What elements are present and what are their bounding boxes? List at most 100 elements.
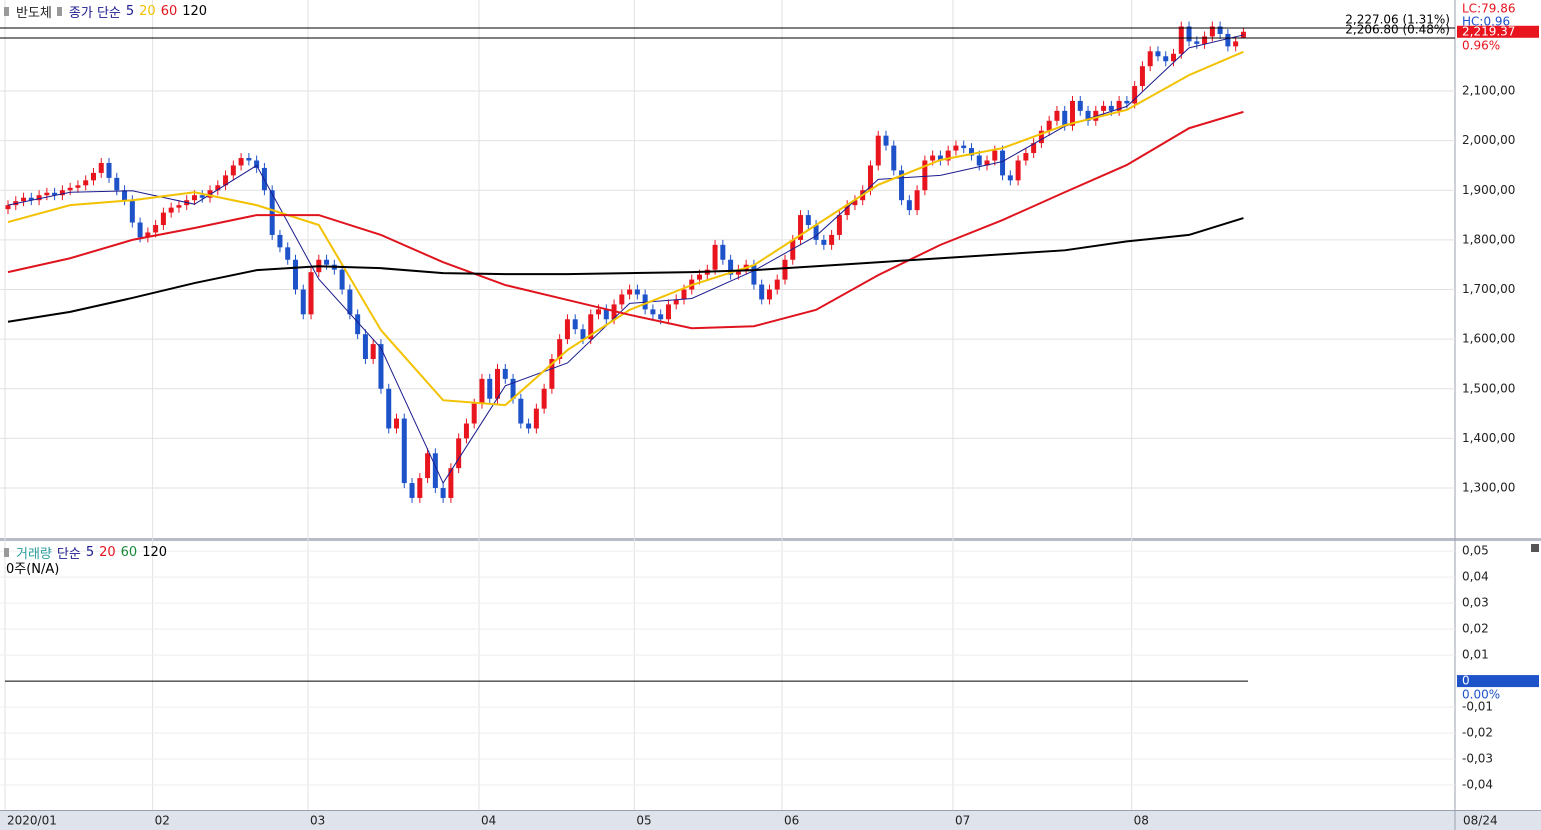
- pane-close-button[interactable]: [1531, 544, 1539, 552]
- current-date: 08/24: [1463, 814, 1498, 828]
- candle-body: [401, 418, 407, 484]
- candle-body: [191, 195, 197, 201]
- candle-body: [339, 269, 345, 290]
- candle-body: [1023, 153, 1029, 161]
- y-tick-label: 1,400,00: [1462, 431, 1515, 445]
- candle-body: [487, 378, 493, 399]
- candle-body: [114, 177, 120, 191]
- candle-body: [945, 150, 951, 161]
- candle-body: [1101, 105, 1107, 111]
- candle-body: [1202, 36, 1208, 44]
- candle-body: [899, 170, 905, 201]
- y-tick-label: 1,600,00: [1462, 332, 1515, 346]
- candle-body: [1046, 120, 1052, 131]
- candle-body: [98, 162, 104, 173]
- x-tick-label: 03: [310, 814, 325, 828]
- candle-body: [541, 388, 547, 409]
- y-tick-label: 0,05: [1462, 544, 1489, 558]
- candle-body: [254, 160, 260, 168]
- candle-body: [603, 309, 609, 320]
- candle-body: [1217, 26, 1223, 34]
- y-tick-label: 1,500,00: [1462, 381, 1515, 395]
- legend-entry: 60: [120, 545, 138, 560]
- volume-status: 0주(N/A): [6, 562, 60, 577]
- candle-body: [67, 187, 73, 191]
- candle-body: [1031, 143, 1037, 154]
- y-tick-label: 0,04: [1462, 570, 1489, 584]
- candle-body: [230, 165, 236, 176]
- candle-body: [891, 145, 897, 171]
- candle-body: [634, 289, 640, 295]
- candle-body: [5, 205, 11, 210]
- y-tick-label: 0,02: [1462, 622, 1489, 636]
- legend-entry: 5: [85, 545, 95, 560]
- candle-body: [588, 314, 594, 340]
- candle-body: [572, 319, 578, 330]
- candle-body: [914, 190, 920, 211]
- candle-body: [83, 180, 89, 186]
- candle-body: [215, 185, 221, 191]
- candle-body: [456, 438, 462, 469]
- candle-body: [875, 135, 881, 166]
- candle-body: [362, 334, 368, 359]
- zero-box: [1457, 675, 1539, 688]
- candle-body: [580, 329, 586, 340]
- candle-body: [300, 289, 306, 315]
- x-tick-label: 2020/01: [7, 814, 57, 828]
- candle-body: [1054, 110, 1060, 121]
- candle-body: [1163, 56, 1169, 62]
- candle-body: [922, 160, 928, 191]
- legend-label: 단순: [56, 547, 81, 562]
- candle-body: [440, 488, 446, 498]
- candle-body: [168, 207, 174, 213]
- y-tick-label: 1,900,00: [1462, 183, 1515, 197]
- candle-body: [355, 314, 361, 335]
- candle-body: [790, 239, 796, 260]
- candle-body: [59, 190, 65, 196]
- candle-body: [813, 225, 819, 240]
- candle-body: [176, 205, 182, 208]
- y-tick-label: -0,02: [1462, 726, 1493, 740]
- candle-body: [160, 212, 166, 226]
- legend-entry: 20: [99, 545, 116, 560]
- candle-body: [292, 259, 298, 290]
- candle-body: [930, 155, 936, 161]
- candle-body: [526, 423, 532, 429]
- candle-body: [502, 368, 508, 379]
- candle-body: [129, 200, 135, 223]
- candle-body: [852, 200, 858, 206]
- candle-body: [844, 205, 850, 216]
- x-tick-label: 07: [955, 814, 970, 828]
- candle-body: [728, 259, 734, 275]
- candle-body: [673, 299, 679, 305]
- candle-body: [1186, 26, 1192, 42]
- y-tick-label: 2,000,00: [1462, 133, 1515, 147]
- candle-body: [122, 190, 128, 201]
- candle-body: [533, 408, 539, 429]
- candle-body: [518, 398, 524, 424]
- last-price-box: [1457, 25, 1539, 38]
- legend-icon: [56, 7, 62, 16]
- candle-body: [1178, 26, 1184, 54]
- candle-body: [471, 403, 477, 424]
- volume-legend: 거래량 단순 5 20 60 120: [4, 543, 167, 562]
- moving-average-line: [7, 217, 1244, 323]
- candle-body: [463, 423, 469, 439]
- y-tick-label: 0,01: [1462, 648, 1489, 662]
- candle-body: [829, 234, 835, 245]
- candle-body: [1124, 100, 1130, 104]
- candle-body: [1155, 51, 1161, 57]
- candle-body: [223, 175, 229, 186]
- y-tick-label: -0,04: [1462, 778, 1493, 792]
- candle-body: [1085, 110, 1091, 121]
- x-tick-label: 04: [481, 814, 496, 828]
- candle-body: [1015, 160, 1021, 181]
- candle-body: [751, 264, 757, 285]
- candle-body: [1209, 26, 1215, 37]
- side-label: LC:79.86: [1462, 2, 1515, 16]
- candle-body: [1233, 41, 1239, 47]
- candle-body: [106, 162, 112, 178]
